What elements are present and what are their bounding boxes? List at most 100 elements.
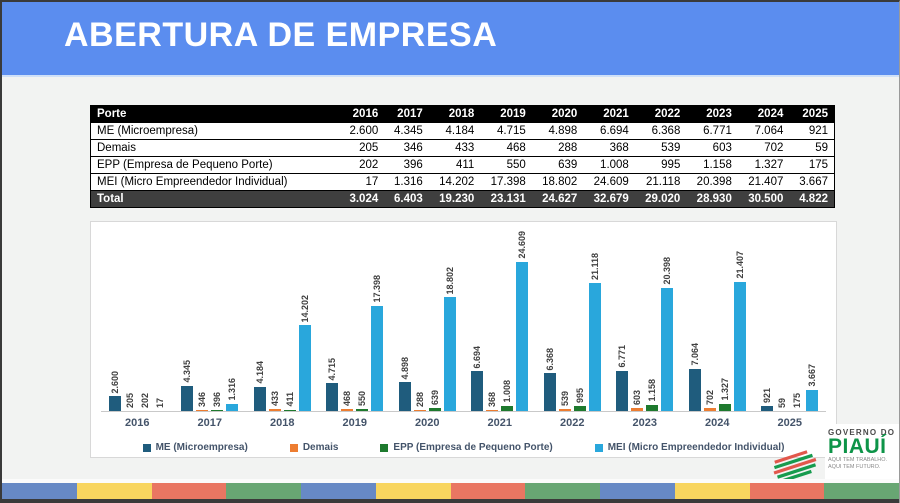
bar-group-2023: 6.771 603 1.158 20.398 2023: [616, 222, 674, 434]
logo-text-piaui: PIAUÍ: [828, 435, 887, 458]
total-value: 30.500: [737, 190, 790, 208]
bar: [558, 408, 571, 412]
bar-column: 17.398: [371, 275, 384, 412]
bar-value-label: 368: [487, 391, 498, 407]
bar-value-label: 1.327: [719, 378, 730, 401]
row-value: 24.609: [583, 173, 635, 191]
chart-legend: ME (Microempresa) Demais EPP (Empresa de P…: [91, 442, 836, 453]
row-value: 17.398: [480, 173, 532, 191]
row-value: 288: [531, 139, 584, 157]
bar-column: 21.407: [733, 251, 746, 412]
bar: [688, 368, 701, 412]
legend-swatch-icon: [594, 443, 603, 452]
row-value: 59: [789, 139, 835, 157]
bars-row: 2.600 205 202 17: [108, 222, 166, 412]
legend-label: EPP (Empresa de Pequeno Porte): [393, 442, 553, 453]
x-axis-tick-label: 2018: [270, 417, 295, 429]
bar: [661, 287, 674, 412]
row-value: 3.667: [789, 173, 835, 191]
row-value: 539: [634, 139, 687, 157]
bar-group-2017: 4.345 346 396 1.316 2017: [181, 222, 239, 434]
bar: [211, 409, 224, 412]
total-value: 28.930: [686, 190, 738, 208]
bar-column: 288: [413, 392, 426, 412]
bar-group-2016: 2.600 205 202 17 2016: [108, 222, 166, 434]
bar: [108, 396, 121, 412]
legend-swatch-icon: [289, 443, 298, 452]
bar-value-label: 17: [154, 397, 165, 408]
bar-value-label: 202: [139, 392, 150, 408]
bar-value-label: 1.316: [227, 378, 238, 401]
total-value: 6.403: [384, 190, 429, 208]
bar-value-label: 175: [792, 392, 803, 408]
table-row: MEI (Micro Empreendedor Individual) 17 1.3…: [90, 173, 835, 191]
bar-group-2021: 6.694 368 1.008 24.609 2021: [471, 222, 529, 434]
bar-value-label: 603: [632, 390, 643, 406]
bars-row: 4.184 433 411 14.202: [253, 222, 311, 412]
total-value: 24.627: [531, 190, 584, 208]
row-value: 702: [737, 139, 790, 157]
row-value: 1.158: [686, 156, 738, 174]
bar-column: 411: [283, 392, 296, 412]
bar-value-label: 396: [212, 391, 223, 407]
header-banner: ABERTURA DE EMPRESA: [2, 2, 899, 77]
bar: [356, 408, 369, 412]
total-value: 3.024: [339, 190, 385, 208]
legend-item: ME (Microempresa): [142, 442, 248, 453]
row-value: 4.184: [428, 122, 481, 140]
row-label: EPP (Empresa de Pequeno Porte): [90, 156, 340, 174]
bar: [298, 325, 311, 412]
col-header-year: 2016: [339, 105, 385, 123]
row-value: 1.327: [737, 156, 790, 174]
bar-column: 1.158: [646, 379, 659, 412]
bar-value-label: 702: [704, 389, 715, 405]
bar: [398, 382, 411, 412]
row-value: 468: [480, 139, 532, 157]
bar-group-2018: 4.184 433 411 14.202 2018: [253, 222, 311, 434]
bar-group-2024: 7.064 702 1.327 21.407 2024: [688, 222, 746, 434]
strip-block: [301, 483, 376, 499]
x-axis-tick-label: 2020: [415, 417, 440, 429]
row-label: Demais: [90, 139, 340, 157]
row-value: 4.345: [384, 122, 429, 140]
bar-column: 468: [341, 391, 354, 412]
bar-value-label: 21.118: [589, 253, 600, 281]
bar-column: 346: [196, 392, 209, 412]
bar-column: 1.327: [718, 378, 731, 412]
bar-chart-card: 2.600 205 202 17 2016 4.345 346 396 1.316 2017 4.1…: [90, 221, 837, 458]
table-row: ME (Microempresa) 2.600 4.345 4.184 4.715 4.8…: [90, 122, 835, 140]
company-openings-table: Porte 2016 2017 2018 2019 2020 2021 2022 2023 202…: [90, 105, 835, 208]
bar: [733, 281, 746, 412]
bar-group-2019: 4.715 468 550 17.398 2019: [326, 222, 384, 434]
strip-block: [525, 483, 600, 499]
bars-row: 4.345 346 396 1.316: [181, 222, 239, 412]
bars-row: 6.771 603 1.158 20.398: [616, 222, 674, 412]
row-value: 995: [634, 156, 687, 174]
x-axis-tick-label: 2024: [705, 417, 730, 429]
legend-swatch-icon: [142, 443, 151, 452]
row-value: 6.771: [686, 122, 738, 140]
row-value: 205: [339, 139, 385, 157]
total-value: 23.131: [480, 190, 532, 208]
x-axis-tick-label: 2023: [632, 417, 657, 429]
bar: [703, 407, 716, 412]
bar-column: 550: [356, 390, 369, 412]
bar-value-label: 550: [357, 390, 368, 406]
table-row: EPP (Empresa de Pequeno Porte) 202 396 411 5…: [90, 156, 835, 174]
row-value: 411: [428, 156, 481, 174]
bar-value-label: 18.802: [444, 266, 455, 295]
bar: [501, 405, 514, 412]
bar: [443, 297, 456, 412]
row-value: 14.202: [428, 173, 481, 191]
bar-column: 639: [428, 390, 441, 412]
row-value: 7.064: [737, 122, 790, 140]
bars-row: 6.368 539 995 21.118: [543, 222, 601, 412]
row-value: 6.368: [634, 122, 687, 140]
row-value: 21.118: [634, 173, 687, 191]
row-value: 18.802: [531, 173, 584, 191]
bar-column: 59: [776, 398, 789, 412]
row-value: 17: [339, 173, 385, 191]
bar-column: 396: [211, 391, 224, 412]
bar: [631, 408, 644, 412]
strip-block: [151, 483, 227, 499]
